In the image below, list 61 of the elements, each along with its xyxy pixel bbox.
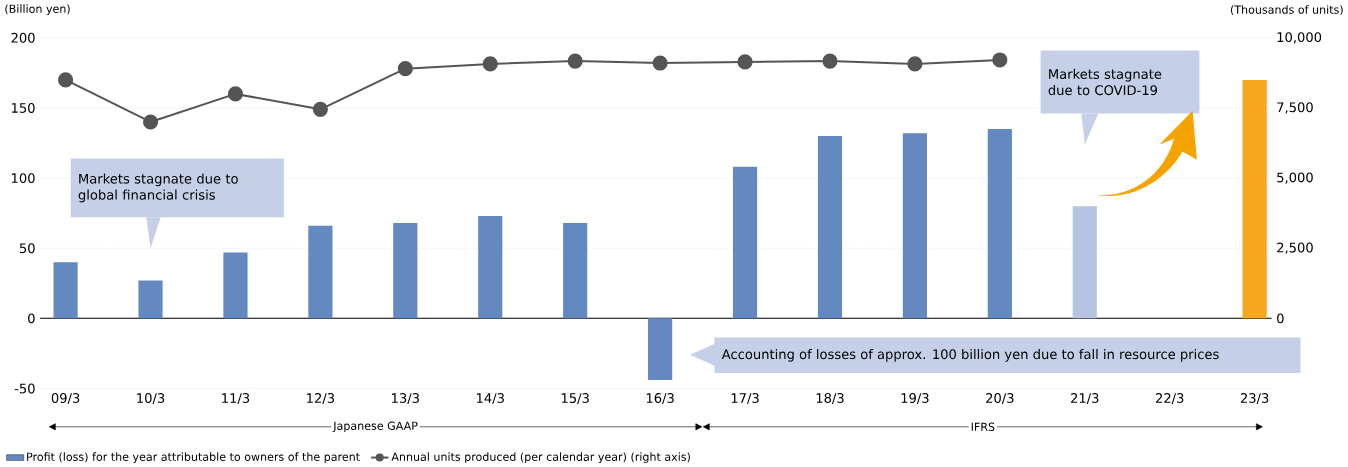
bar <box>648 318 673 381</box>
point <box>822 53 838 69</box>
x-tick-label: 11/3 <box>222 393 250 405</box>
x-tick-label: 12/3 <box>307 393 335 405</box>
bar <box>223 252 248 319</box>
text: Japanese GAAP <box>332 421 418 433</box>
bar <box>1242 79 1267 319</box>
y-tick-label: 0 <box>28 313 35 324</box>
x-tick-label: 15/3 <box>561 393 589 405</box>
bar <box>393 223 418 319</box>
x-tick-label: 20/3 <box>986 393 1014 405</box>
y2-axis-title: (Thousands of units) <box>1230 5 1343 16</box>
legend-label: Annual units produced (per calendar year) (right axis) <box>391 452 690 464</box>
bar <box>902 133 927 319</box>
y-tick-label: -50 <box>14 383 35 394</box>
bar <box>138 280 163 319</box>
y2-tick-label: 10,000 <box>1277 32 1322 44</box>
bar <box>53 262 78 319</box>
point <box>397 61 413 77</box>
bar <box>308 225 333 319</box>
y2-tick-label: 7,500 <box>1277 102 1313 114</box>
x-tick-label: 23/3 <box>1240 393 1269 405</box>
x-tick-label: 17/3 <box>731 393 759 405</box>
x-tick-label: 19/3 <box>901 393 929 405</box>
point <box>312 101 328 118</box>
x-tick-label: 18/3 <box>816 393 844 405</box>
y2-tick-label: 5,000 <box>1277 172 1313 184</box>
point <box>737 54 753 70</box>
annotation: Markets stagnate due to COVID-19 <box>1048 68 1162 96</box>
y-tick-label: 150 <box>11 103 35 114</box>
y2-tick-label: 0 <box>1277 313 1284 324</box>
x-tick-label: 09/3 <box>51 393 80 405</box>
x-tick-label: 14/3 <box>476 393 504 405</box>
point <box>482 56 498 72</box>
bar <box>563 223 588 319</box>
y-tick-label: 50 <box>19 243 35 254</box>
point <box>652 55 668 71</box>
bar <box>732 166 758 319</box>
y-tick-label: 200 <box>11 32 35 43</box>
point <box>907 56 923 72</box>
legend-label: Profit (loss) for the year attributable to owners of the parent <box>27 452 360 464</box>
annotation: Markets stagnate due to global financial crisis <box>78 173 238 203</box>
point <box>992 52 1008 68</box>
bar <box>1072 206 1097 319</box>
y2-tick-label: 2,500 <box>1277 242 1313 254</box>
x-tick-label: 16/3 <box>646 393 674 405</box>
point <box>142 114 159 130</box>
bar <box>987 129 1012 319</box>
text: IFRS <box>971 422 995 432</box>
y-axis-title: (Billion yen) <box>5 4 70 16</box>
x-tick-label: 21/3 <box>1071 393 1099 405</box>
annotation: Accounting of losses of approx. 100 billion yen due to fall in resource prices <box>721 349 1219 362</box>
point <box>567 53 583 69</box>
x-tick-label: 10/3 <box>137 393 165 405</box>
point <box>227 86 244 102</box>
point <box>58 72 74 88</box>
x-tick-label: 13/3 <box>392 393 419 405</box>
bar <box>817 136 843 319</box>
bar <box>478 216 503 319</box>
y-tick-label: 100 <box>11 173 35 184</box>
x-tick-label: 22/3 <box>1155 393 1184 405</box>
